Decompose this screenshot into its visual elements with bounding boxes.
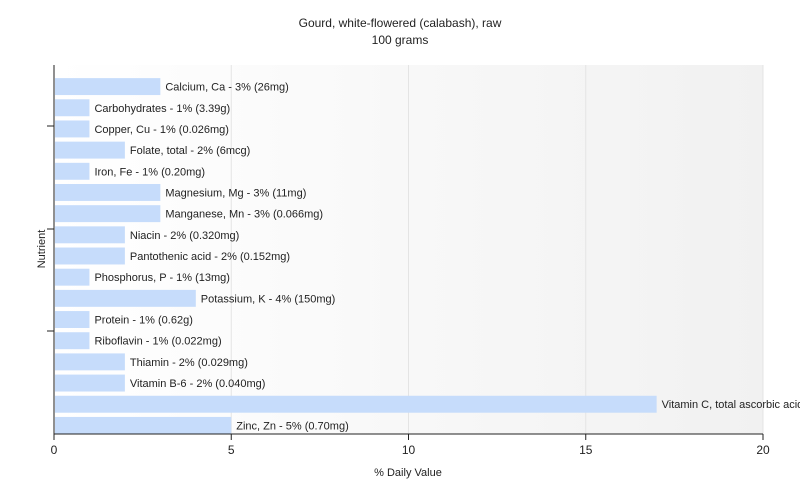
x-tick-label: 0 (51, 443, 58, 457)
x-tick-label: 10 (402, 443, 416, 457)
bar-label: Phosphorus, P - 1% (13mg) (94, 272, 230, 284)
bar-series (55, 78, 657, 434)
bar (55, 141, 125, 159)
bar-label: Copper, Cu - 1% (0.026mg) (94, 124, 229, 136)
x-tick-label: 20 (756, 443, 770, 457)
x-tick-label: 15 (579, 443, 593, 457)
bar (55, 289, 196, 307)
bar (55, 247, 125, 265)
bar-labels: Calcium, Ca - 3% (26mg) Carbohydrates - 1… (94, 82, 800, 433)
bar (55, 374, 125, 392)
x-tick-label: 5 (228, 443, 235, 457)
bar-label: Calcium, Ca - 3% (26mg) (165, 82, 288, 94)
bar (55, 78, 161, 96)
bar-label: Vitamin B-6 - 2% (0.040mg) (130, 378, 266, 390)
chart-title: Gourd, white-flowered (calabash), raw (299, 16, 502, 30)
bar (55, 184, 161, 201)
bar-label: Potassium, K - 4% (150mg) (201, 293, 335, 305)
bar (55, 311, 90, 328)
bar-label: Iron, Fe - 1% (0.20mg) (94, 166, 205, 178)
bar-label: Niacin - 2% (0.320mg) (130, 230, 239, 242)
bar-label: Thiamin - 2% (0.029mg) (130, 357, 248, 369)
bar (55, 226, 125, 244)
bar (55, 99, 90, 117)
bar-label: Protein - 1% (0.62g) (94, 315, 192, 327)
bar-label: Pantothenic acid - 2% (0.152mg) (130, 251, 290, 263)
bar (55, 205, 161, 223)
bar (55, 332, 90, 350)
grid-lines (230, 65, 764, 434)
bar (55, 395, 657, 413)
x-axis-label: % Daily Value (374, 467, 442, 479)
bar-label: Magnesium, Mg - 3% (11mg) (165, 187, 306, 199)
bar-label: Vitamin C, total ascorbic acid - 17% (10… (662, 399, 800, 411)
bar-label: Zinc, Zn - 5% (0.70mg) (236, 420, 348, 432)
bar (55, 416, 232, 434)
bar (55, 162, 90, 180)
y-axis-label: Nutrient (36, 230, 48, 269)
bar (55, 268, 90, 286)
chart-subtitle: 100 grams (372, 33, 429, 47)
x-axis-ticks: 0 5 10 15 20 (51, 434, 770, 457)
bar (55, 120, 90, 138)
bar-label: Carbohydrates - 1% (3.39g) (94, 103, 230, 115)
bar-label: Folate, total - 2% (6mcg) (130, 145, 250, 157)
bar-label: Riboflavin - 1% (0.022mg) (94, 336, 221, 348)
bar (55, 353, 125, 371)
bar-label: Manganese, Mn - 3% (0.066mg) (165, 209, 323, 221)
